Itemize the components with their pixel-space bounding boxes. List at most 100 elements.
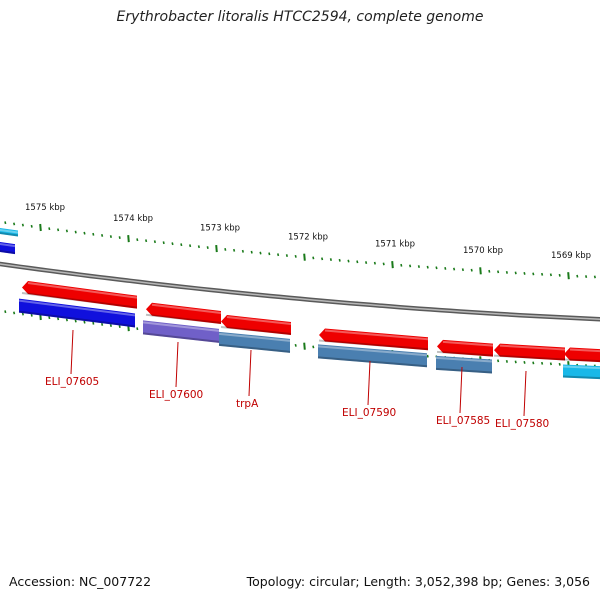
genome-backbone-highlight [0, 263, 600, 320]
gene-trpa-reverse-body [219, 331, 290, 353]
gene-trpa-reverse-shine [218, 332, 291, 342]
upper-tick [224, 248, 227, 251]
gene-eli07600-reverse-shine [142, 321, 220, 332]
genome-stats-text: Topology: circular; Length: 3,052,398 bp… [246, 574, 590, 589]
upper-tick [215, 244, 218, 253]
gene-labels: ELI_07605 ELI_07600 trpA ELI_07590 ELI_07585… [45, 376, 549, 430]
upper-tick [136, 238, 139, 242]
gene-eli07605-forward-body [22, 281, 137, 309]
gene-label[interactable]: ELI_07590 [342, 407, 396, 419]
gene-left-edge-blue-body [0, 241, 15, 255]
gene-eli07585-forward-shade [436, 350, 494, 357]
upper-tick [180, 243, 183, 247]
upper-tick [391, 261, 394, 269]
upper-tick-row [4, 221, 596, 280]
upper-tick [303, 253, 306, 261]
gene-eli07580-forward-body [494, 343, 565, 361]
gene-label[interactable]: ELI_07585 [436, 415, 490, 427]
upper-tick [30, 224, 33, 228]
label-connector [367, 360, 371, 406]
upper-tick [417, 265, 420, 269]
scale-label: 1575 kbp [25, 203, 65, 213]
gene-trpa-forward[interactable] [220, 315, 292, 335]
upper-tick [426, 265, 429, 269]
upper-tick [312, 256, 315, 260]
gene-eli07590-forward-shine [324, 329, 429, 341]
upper-tick [567, 272, 570, 280]
upper-tick [13, 222, 16, 226]
gene-eli07600-reverse-body [143, 320, 219, 343]
gene-left-edge-blue[interactable] [0, 241, 16, 255]
upper-tick [444, 267, 447, 270]
gene-eli07600-forward-shade [145, 313, 222, 325]
upper-tick [294, 254, 297, 258]
upper-tick [171, 242, 174, 246]
gene-edge-forward-body [564, 347, 600, 363]
upper-tick [259, 251, 262, 255]
upper-tick [514, 271, 517, 275]
gene-edge-reverse[interactable] [562, 364, 600, 380]
gene-eli07590-forward[interactable] [318, 328, 429, 351]
gene-trpa-reverse[interactable] [218, 331, 291, 353]
upper-tick [48, 227, 51, 231]
gene-edge-reverse-body [563, 364, 600, 380]
lower-tick [497, 359, 500, 363]
upper-tick [470, 268, 473, 272]
gene-left-edge-cyan[interactable] [0, 227, 19, 237]
gene-eli07580-forward[interactable] [493, 343, 566, 361]
upper-tick [435, 266, 438, 270]
upper-tick [497, 270, 500, 274]
gene-eli07590-reverse-shade [317, 356, 428, 368]
label-connector [248, 349, 252, 397]
lower-tick [65, 318, 68, 322]
lower-tick [92, 321, 95, 325]
gene-left-edge-cyan-body [0, 227, 18, 237]
scale-label: 1571 kbp [375, 240, 415, 250]
gene-eli07585-forward-shine [442, 340, 494, 347]
lower-tick [514, 360, 517, 364]
gene-eli07600-forward-body [146, 302, 221, 325]
label-connector [459, 366, 463, 414]
gene-label[interactable]: ELI_07580 [495, 418, 549, 430]
gene-edge-forward[interactable] [563, 347, 600, 363]
gene-eli07585-reverse[interactable] [435, 355, 493, 374]
upper-tick [92, 232, 95, 236]
lower-tick [136, 327, 139, 331]
gene-label[interactable]: trpA [236, 398, 259, 410]
upper-tick [409, 264, 412, 268]
upper-tick [241, 249, 244, 253]
gene-eli07590-forward-shade [318, 339, 429, 351]
scale-labels: 1575 kbp 1574 kbp 1573 kbp 1572 kbp 1571 kbp… [25, 203, 591, 261]
upper-tick [109, 235, 112, 238]
lower-tick [83, 320, 86, 324]
accession-text: Accession: NC_007722 [9, 574, 152, 589]
gene-features [0, 227, 600, 380]
gene-eli07605-reverse[interactable] [18, 298, 136, 328]
gene-label[interactable]: ELI_07600 [149, 389, 203, 401]
gene-eli07585-forward[interactable] [436, 339, 494, 357]
upper-tick [505, 270, 508, 274]
gene-eli07580-forward-shine [499, 344, 566, 351]
gene-eli07585-reverse-shine [435, 356, 493, 363]
lower-tick [30, 313, 33, 317]
upper-tick [118, 236, 121, 240]
upper-tick [593, 275, 596, 279]
gene-label[interactable]: ELI_07605 [45, 376, 99, 388]
gene-eli07600-forward[interactable] [145, 302, 222, 325]
upper-tick [21, 223, 24, 227]
upper-tick [382, 262, 385, 266]
gene-eli07600-reverse[interactable] [142, 320, 220, 343]
upper-tick [356, 260, 359, 264]
gene-left-edge-blue-shine [0, 242, 16, 248]
lower-tick [4, 310, 7, 314]
upper-tick [101, 233, 104, 237]
upper-tick [488, 269, 491, 273]
gene-eli07590-forward-body [319, 328, 428, 351]
gene-eli07605-forward[interactable] [21, 281, 138, 309]
gene-trpa-forward-shine [226, 316, 292, 325]
upper-tick [400, 263, 403, 267]
gene-eli07605-forward-shade [21, 292, 138, 309]
gene-eli07590-reverse[interactable] [317, 344, 428, 368]
upper-tick [532, 272, 535, 276]
lower-tick [523, 360, 526, 364]
